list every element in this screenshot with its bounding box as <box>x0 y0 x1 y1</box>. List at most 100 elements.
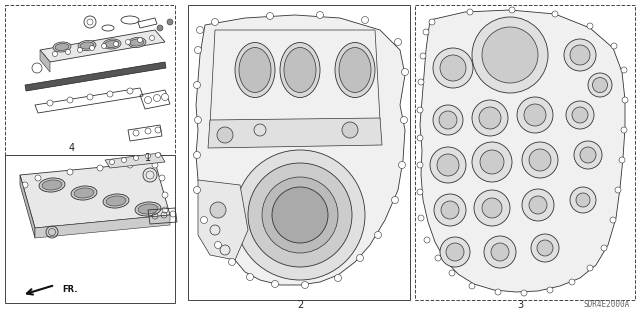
Polygon shape <box>40 50 50 72</box>
Circle shape <box>429 19 435 25</box>
Circle shape <box>433 105 463 135</box>
Circle shape <box>22 182 28 188</box>
Circle shape <box>417 189 423 195</box>
Circle shape <box>210 202 226 218</box>
Circle shape <box>417 135 423 141</box>
Circle shape <box>587 265 593 271</box>
Circle shape <box>157 25 163 31</box>
Circle shape <box>495 289 501 295</box>
Ellipse shape <box>80 42 94 49</box>
Circle shape <box>342 122 358 138</box>
Circle shape <box>362 17 369 24</box>
Circle shape <box>472 100 508 136</box>
Ellipse shape <box>235 42 275 98</box>
Circle shape <box>122 158 127 162</box>
Circle shape <box>469 283 475 289</box>
Circle shape <box>195 47 202 54</box>
Circle shape <box>401 69 408 76</box>
Circle shape <box>156 152 161 158</box>
Circle shape <box>392 197 399 204</box>
Circle shape <box>601 245 607 251</box>
Circle shape <box>572 107 588 123</box>
Circle shape <box>154 94 161 101</box>
Circle shape <box>482 27 538 83</box>
Circle shape <box>434 194 466 226</box>
Circle shape <box>484 236 516 268</box>
Circle shape <box>552 11 558 17</box>
Circle shape <box>374 232 381 239</box>
Circle shape <box>522 142 558 178</box>
Circle shape <box>125 40 131 44</box>
Circle shape <box>152 162 158 168</box>
Ellipse shape <box>280 42 320 98</box>
Circle shape <box>200 217 207 224</box>
Circle shape <box>479 107 501 129</box>
Circle shape <box>570 187 596 213</box>
Circle shape <box>193 81 200 88</box>
Circle shape <box>446 243 464 261</box>
Circle shape <box>521 290 527 296</box>
Circle shape <box>102 43 106 48</box>
Circle shape <box>615 187 621 193</box>
Ellipse shape <box>284 48 316 93</box>
Circle shape <box>87 94 93 100</box>
Circle shape <box>531 234 559 262</box>
Polygon shape <box>208 118 382 148</box>
Polygon shape <box>105 153 165 168</box>
Polygon shape <box>40 30 165 62</box>
Text: 2: 2 <box>297 300 303 310</box>
Circle shape <box>401 116 408 123</box>
Circle shape <box>480 150 504 174</box>
Circle shape <box>217 127 233 143</box>
Circle shape <box>301 281 308 288</box>
Circle shape <box>619 157 625 163</box>
Ellipse shape <box>103 39 121 49</box>
Circle shape <box>97 165 103 171</box>
Circle shape <box>621 127 627 133</box>
Circle shape <box>529 149 551 171</box>
Ellipse shape <box>105 41 119 48</box>
Circle shape <box>587 23 593 29</box>
Circle shape <box>127 88 133 94</box>
Circle shape <box>138 38 143 42</box>
Circle shape <box>167 19 173 25</box>
Circle shape <box>90 46 95 50</box>
Circle shape <box>67 169 73 175</box>
Ellipse shape <box>135 202 161 216</box>
Text: 3: 3 <box>517 300 523 310</box>
Circle shape <box>472 142 512 182</box>
Polygon shape <box>20 162 170 228</box>
Ellipse shape <box>42 180 62 190</box>
Ellipse shape <box>138 204 158 214</box>
Text: FR.: FR. <box>62 286 77 294</box>
Circle shape <box>509 7 515 13</box>
Ellipse shape <box>78 41 96 50</box>
Ellipse shape <box>55 43 69 50</box>
Circle shape <box>35 175 41 181</box>
Circle shape <box>40 55 45 60</box>
Polygon shape <box>198 180 248 260</box>
Circle shape <box>193 187 200 194</box>
Circle shape <box>32 63 42 73</box>
Ellipse shape <box>53 42 71 52</box>
Circle shape <box>161 93 168 100</box>
Circle shape <box>566 101 594 129</box>
Polygon shape <box>420 10 625 292</box>
Circle shape <box>356 255 364 262</box>
Circle shape <box>150 35 154 41</box>
Text: 1: 1 <box>145 153 151 163</box>
Circle shape <box>472 17 548 93</box>
Circle shape <box>467 9 473 15</box>
Circle shape <box>159 175 165 181</box>
Ellipse shape <box>74 188 94 198</box>
Circle shape <box>580 147 596 163</box>
Circle shape <box>610 217 616 223</box>
Circle shape <box>430 147 466 183</box>
Circle shape <box>67 97 73 103</box>
Circle shape <box>437 154 459 176</box>
Circle shape <box>547 287 553 293</box>
Circle shape <box>85 225 91 231</box>
Circle shape <box>576 193 590 207</box>
Circle shape <box>211 19 218 26</box>
Circle shape <box>524 104 546 126</box>
